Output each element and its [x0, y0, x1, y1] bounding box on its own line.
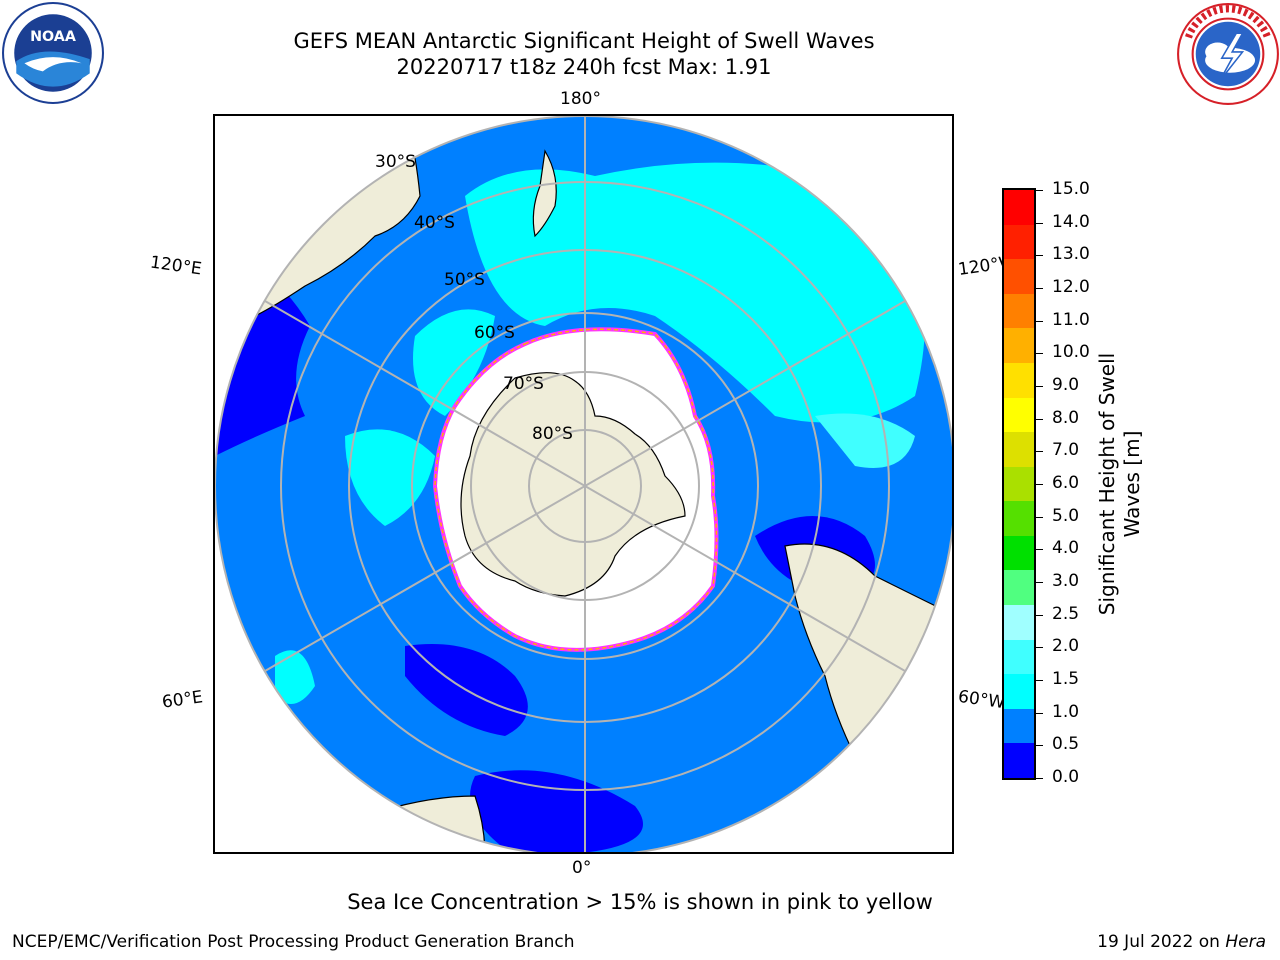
date-line: 19 Jul 2022 on Hera	[1097, 932, 1266, 952]
colorbar-tick-label: 14.0	[1052, 211, 1090, 232]
lon-label-180: 180°	[560, 89, 601, 109]
colorbar-segment	[1004, 328, 1034, 363]
colorbar-tick-mark	[1036, 320, 1043, 322]
colorbar-segment	[1004, 501, 1034, 536]
colorbar-tick-mark	[1036, 484, 1043, 485]
polar-map	[213, 114, 954, 854]
lat-label-30s: 30°S	[375, 152, 416, 172]
colorbar-tick-label: 2.5	[1052, 603, 1080, 624]
lat-label-50s: 50°S	[444, 270, 485, 290]
colorbar-tick-label: 8.0	[1052, 407, 1080, 428]
colorbar	[1002, 188, 1036, 780]
colorbar-segment	[1004, 293, 1034, 329]
colorbar-tick-mark	[1036, 614, 1043, 616]
chart-title: GEFS MEAN Antarctic Significant Height o…	[293, 29, 875, 53]
noaa-logo: NOAA	[2, 2, 104, 104]
colorbar-tick-mark	[1036, 745, 1043, 747]
lat-label-80s: 80°S	[532, 424, 573, 444]
colorbar-tick-mark	[1036, 712, 1043, 714]
colorbar-tick-mark	[1036, 582, 1043, 583]
colorbar-tick-mark	[1036, 353, 1043, 355]
noaa-logo-text: NOAA	[30, 29, 76, 45]
colorbar-segment	[1004, 190, 1034, 225]
lat-label-40s: 40°S	[414, 213, 455, 233]
nws-logo	[1177, 3, 1279, 105]
colorbar-tick-label: 3.0	[1052, 571, 1080, 591]
colorbar-tick-mark	[1036, 647, 1043, 649]
colorbar-tick-label: 7.0	[1052, 440, 1080, 461]
chart-subtitle: 20220717 t18z 240h fcst Max: 1.91	[396, 55, 772, 79]
colorbar-segment	[1004, 535, 1034, 571]
colorbar-tick-label: 2.0	[1052, 636, 1080, 657]
colorbar-segment	[1004, 674, 1034, 709]
colorbar-tick-label: 9.0	[1052, 375, 1080, 395]
colorbar-tick-label: 4.0	[1052, 538, 1080, 559]
colorbar-segment	[1004, 432, 1034, 467]
lat-label-60s: 60°S	[474, 323, 515, 343]
lon-label-0: 0°	[572, 858, 592, 878]
colorbar-tick-label: 15.0	[1052, 179, 1090, 199]
colorbar-tick-mark	[1036, 386, 1043, 387]
polar-map-canvas	[215, 116, 952, 852]
machine-name: Hera	[1225, 932, 1266, 952]
date-text: 19 Jul 2022 on	[1097, 932, 1220, 952]
colorbar-tick-label: 5.0	[1052, 505, 1080, 526]
colorbar-tick-mark	[1036, 516, 1043, 518]
colorbar-tick-label: 1.5	[1052, 669, 1080, 689]
colorbar-tick-label: 1.0	[1052, 701, 1080, 722]
colorbar-segment	[1004, 743, 1034, 778]
colorbar-segment	[1004, 466, 1034, 502]
colorbar-segment	[1004, 708, 1034, 744]
colorbar-tick-label: 10.0	[1052, 342, 1090, 363]
colorbar-segment	[1004, 639, 1034, 675]
lon-label-60e: 60°E	[160, 687, 205, 713]
colorbar-segment	[1004, 259, 1034, 294]
colorbar-tick-label: 0.0	[1052, 767, 1080, 787]
colorbar-tick-mark	[1036, 451, 1043, 453]
colorbar-tick-mark	[1036, 549, 1043, 551]
colorbar-tick-label: 13.0	[1052, 244, 1090, 265]
sea-ice-note: Sea Ice Concentration > 15% is shown in …	[347, 890, 933, 914]
colorbar-tick-mark	[1036, 418, 1043, 420]
colorbar-tick-label: 12.0	[1052, 277, 1090, 297]
colorbar-tick-mark	[1036, 255, 1043, 257]
colorbar-segment	[1004, 362, 1034, 398]
lon-label-60w: 60°W	[956, 686, 1007, 714]
credit-text: NCEP/EMC/Verification Post Processing Pr…	[12, 932, 575, 952]
lat-label-70s: 70°S	[503, 374, 544, 394]
colorbar-tick-label: 0.5	[1052, 734, 1080, 755]
colorbar-tick-label: 6.0	[1052, 473, 1080, 493]
colorbar-tick-mark	[1036, 190, 1043, 191]
colorbar-label: Significant Height of Swell Waves [m]	[1095, 352, 1144, 616]
graticule	[215, 116, 952, 852]
colorbar-tick-mark	[1036, 778, 1043, 779]
colorbar-tick-mark	[1036, 680, 1043, 681]
colorbar-tick-mark	[1036, 288, 1043, 289]
colorbar-segment	[1004, 605, 1034, 640]
colorbar-tick-mark	[1036, 222, 1043, 224]
colorbar-segment	[1004, 224, 1034, 260]
colorbar-tick-label: 11.0	[1052, 309, 1090, 330]
colorbar-segment	[1004, 570, 1034, 606]
lon-label-120e: 120°E	[148, 252, 203, 280]
colorbar-segment	[1004, 397, 1034, 433]
